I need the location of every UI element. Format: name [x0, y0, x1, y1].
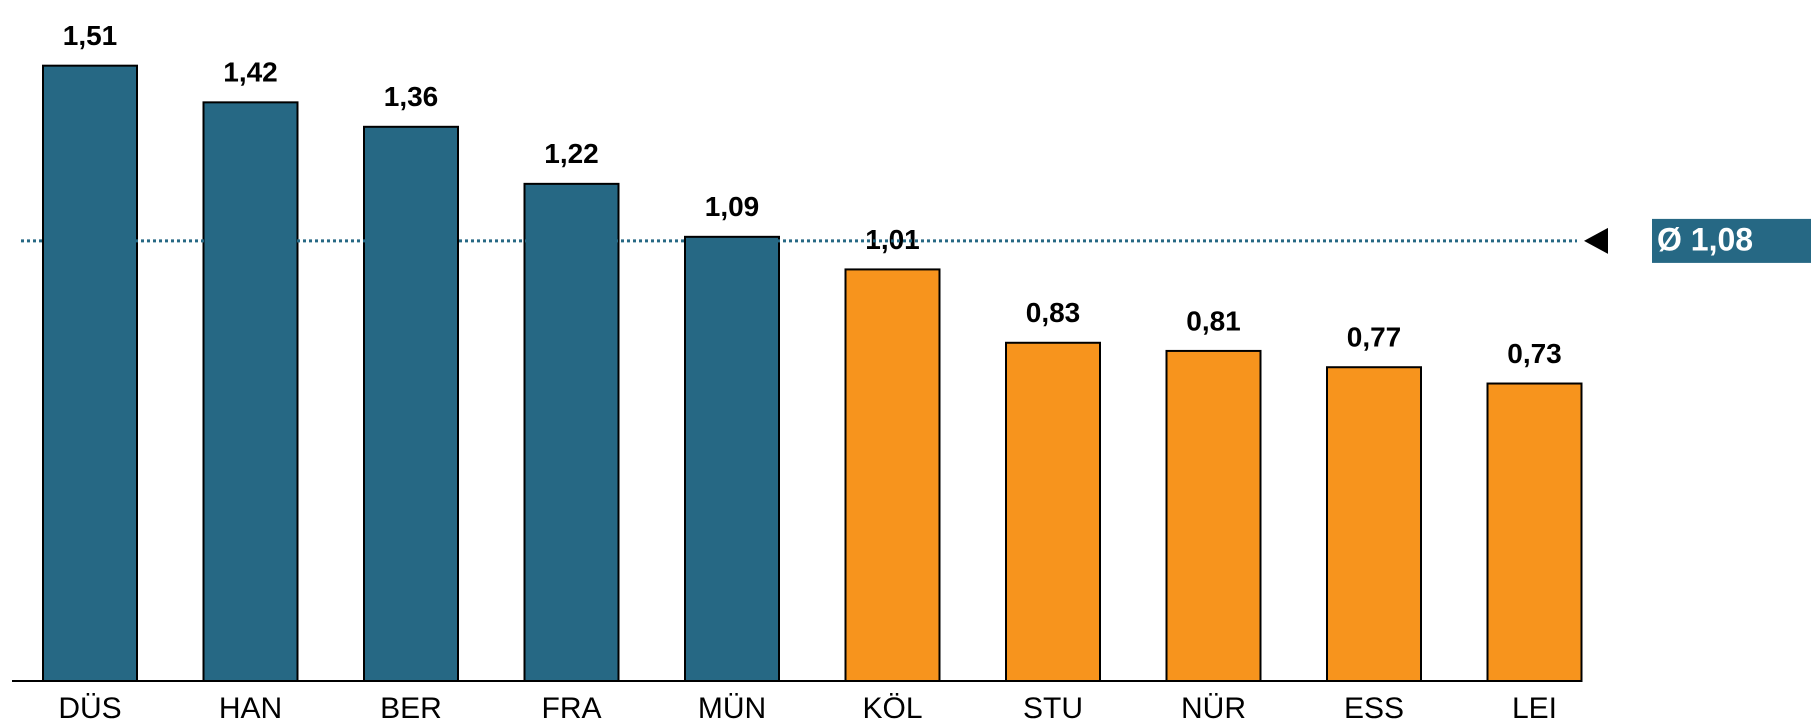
x-tick-label: HAN: [219, 692, 282, 725]
x-tick-label: KÖL: [862, 692, 922, 725]
value-label: 1,22: [544, 138, 599, 169]
x-tick-label: LEI: [1512, 692, 1557, 725]
value-label: 0,81: [1186, 305, 1241, 336]
bar: [1486, 382, 1583, 682]
bar: [363, 125, 459, 683]
value-label: 0,73: [1507, 338, 1562, 369]
bar: [1165, 349, 1262, 682]
bar: [202, 101, 299, 683]
value-label: 1,51: [63, 20, 118, 51]
bar: [844, 268, 941, 682]
value-label: 1,09: [705, 191, 760, 222]
x-tick-label: NÜR: [1181, 692, 1246, 725]
average-box: [1652, 218, 1811, 263]
value-label: 0,77: [1347, 322, 1402, 353]
bar: [684, 235, 780, 682]
x-tick-label: ESS: [1344, 692, 1404, 725]
bar: [523, 182, 620, 682]
x-tick-label: BER: [380, 692, 442, 725]
value-label: 1,01: [865, 224, 920, 255]
x-tick-label: DÜS: [58, 692, 121, 725]
value-label: 1,42: [223, 57, 278, 88]
average-marker: [1584, 227, 1608, 254]
x-tick-label: FRA: [542, 692, 602, 725]
bar: [1005, 341, 1101, 682]
value-label: 0,83: [1026, 297, 1081, 328]
bar: [42, 64, 138, 683]
average-label: Ø 1,08: [1657, 221, 1753, 257]
bar: [1326, 366, 1422, 682]
x-tick-label: STU: [1023, 692, 1083, 725]
x-tick-label: MÜN: [698, 692, 766, 725]
value-label: 1,36: [384, 81, 439, 112]
